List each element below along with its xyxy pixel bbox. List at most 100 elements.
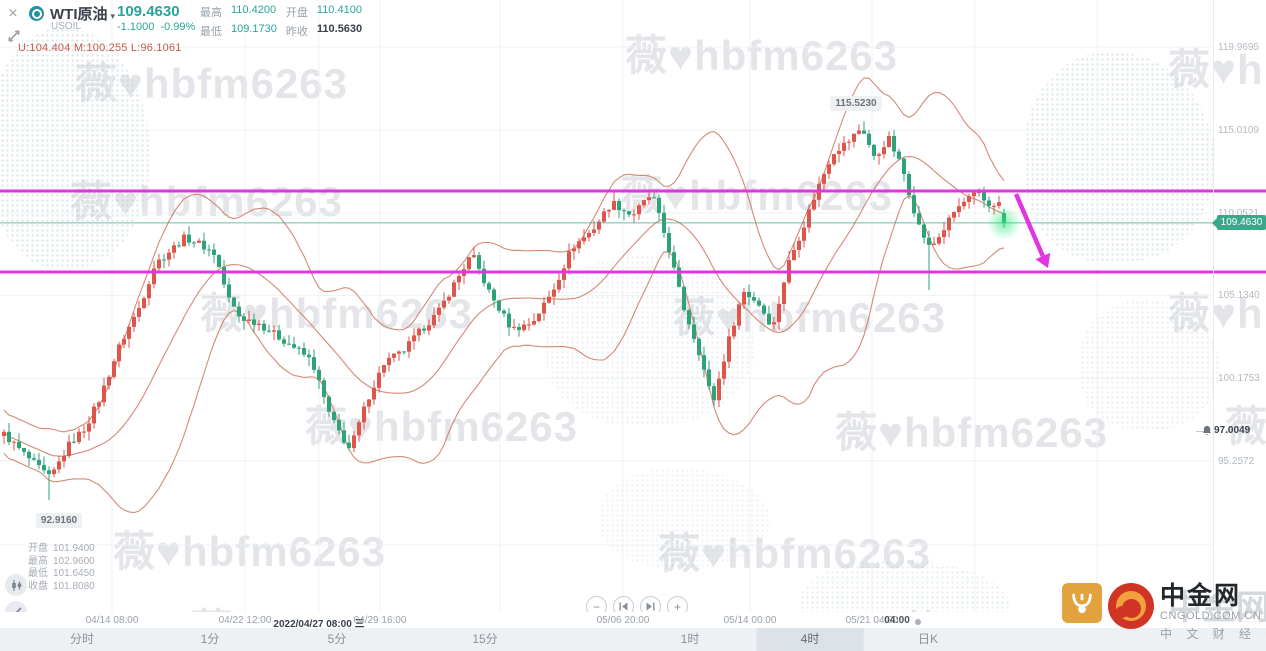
candle-body [122, 338, 126, 345]
candle-body [392, 353, 396, 358]
candle-body [932, 243, 936, 245]
bollinger-upper-band [3, 77, 1005, 433]
trendline-icon[interactable] [6, 28, 22, 44]
candle-body [972, 192, 976, 197]
candle-body [382, 365, 386, 373]
last-price: 109.4630 [117, 3, 180, 20]
candle-body [472, 255, 476, 258]
timeframe-1时[interactable]: 1时 [680, 632, 700, 646]
timeframe-5分[interactable]: 5分 [327, 632, 347, 646]
stat-label: 最高 [200, 7, 222, 19]
candle-body [277, 330, 281, 340]
candle-body [897, 151, 901, 159]
candle-body [397, 351, 401, 354]
candle-body [272, 330, 276, 332]
candle-body [532, 321, 536, 325]
candle-body [742, 291, 746, 305]
price-axis-border [1213, 0, 1214, 612]
candle-body [937, 237, 941, 244]
daily-stats: 最高 110.4200 开盘 110.4100 最低 109.1730 昨收 110.5630 [200, 4, 362, 39]
skip-end-icon[interactable] [640, 596, 661, 612]
stat-value: 110.4100 [316, 4, 362, 16]
candle-body [357, 422, 361, 436]
candle-body [882, 147, 886, 155]
candle-body [312, 357, 316, 370]
candle-body [862, 130, 866, 134]
stat-label: 最低 [200, 26, 222, 38]
timeframe-15分[interactable]: 15分 [472, 632, 498, 646]
candle-body [512, 326, 516, 328]
candle-body [867, 133, 871, 145]
candle-body [622, 210, 626, 212]
candle-body [767, 313, 771, 325]
candle-body [42, 464, 46, 471]
candle-body [902, 158, 906, 174]
candle-body [557, 279, 561, 290]
instrument-icon [29, 6, 44, 21]
price-alert[interactable]: 97.0049 [1202, 425, 1264, 436]
chart-area[interactable]: 薇♥hbfm6263薇♥hbfm6263薇♥hbfm6263薇♥hbfm6263… [0, 0, 1266, 612]
candle-body [667, 233, 671, 253]
time-tick: 05/21 04:00 [845, 615, 899, 626]
stat-value: 110.5630 [316, 23, 363, 35]
candle-body [457, 275, 461, 283]
map-dots-decoration [0, 28, 150, 268]
candle-body [222, 267, 226, 285]
candle-body [402, 351, 406, 353]
candle-body [542, 302, 546, 314]
candle-body [747, 291, 751, 298]
candlestick-tool-icon[interactable] [5, 574, 27, 596]
candle-body [437, 307, 441, 315]
symbol-selector[interactable]: WTI原油 ▾ [50, 6, 116, 23]
candle-body [2, 431, 6, 436]
drawn-arrow [1013, 193, 1045, 257]
candle-body [762, 305, 766, 314]
ohlc-row: 开盘 101.9400 [28, 543, 95, 554]
candle-body [812, 199, 816, 210]
timeframe-日K[interactable]: 日K [917, 632, 939, 646]
candle-body [957, 206, 961, 213]
skip-start-icon[interactable] [613, 596, 634, 612]
dropdown-caret-icon: ▾ [110, 11, 116, 21]
candle-body [632, 214, 636, 216]
time-tick: 04/29 16:00 [353, 615, 407, 626]
candle-body [717, 378, 721, 401]
candle-body [302, 348, 306, 355]
time-axis[interactable]: 04/14 08:00 04/22 12:00 2022/04/27 08:00 三… [0, 612, 1266, 630]
time-tick: 05/14 00:00 [723, 615, 777, 626]
timeframe-分时[interactable]: 分时 [69, 632, 95, 646]
swing-low-label: 92.9160 [35, 512, 83, 528]
candle-body [547, 296, 551, 303]
ohlc-row: 收盘 101.8080 [28, 580, 95, 592]
candle-body [107, 376, 111, 386]
zoom-in-icon[interactable]: + [667, 596, 688, 612]
candle-body [452, 282, 456, 297]
candle-body [372, 387, 376, 400]
candle-body [12, 441, 16, 443]
candle-body [847, 141, 851, 143]
candle-body [737, 304, 741, 326]
candle-body [67, 441, 71, 456]
bollinger-values: U:104.404 M:100.255 L:96.1061 [18, 42, 182, 54]
stat-label: 昨收 [285, 26, 308, 38]
candle-body [247, 319, 251, 321]
close-icon[interactable]: × [8, 5, 18, 22]
candle-body [147, 284, 151, 299]
candle-body [102, 385, 106, 403]
draw-line-tool-icon[interactable] [5, 601, 27, 612]
candle-body [232, 297, 236, 307]
candle-body [52, 469, 56, 475]
current-time-dot [915, 619, 921, 625]
price-tick: 95.2572 [1218, 455, 1255, 467]
candle-body [647, 197, 651, 201]
candle-body [577, 241, 581, 249]
timeframe-1分[interactable]: 1分 [200, 632, 220, 646]
swing-high-label: 115.5230 [830, 96, 882, 112]
timeframe-4时[interactable]: 4时 [756, 628, 864, 651]
zoom-out-icon[interactable]: − [586, 596, 607, 612]
candle-body [182, 234, 186, 247]
candle-body [112, 361, 116, 377]
candle-body [477, 255, 481, 269]
stat-value: 109.1730 [231, 23, 277, 35]
candle-body [637, 205, 641, 215]
